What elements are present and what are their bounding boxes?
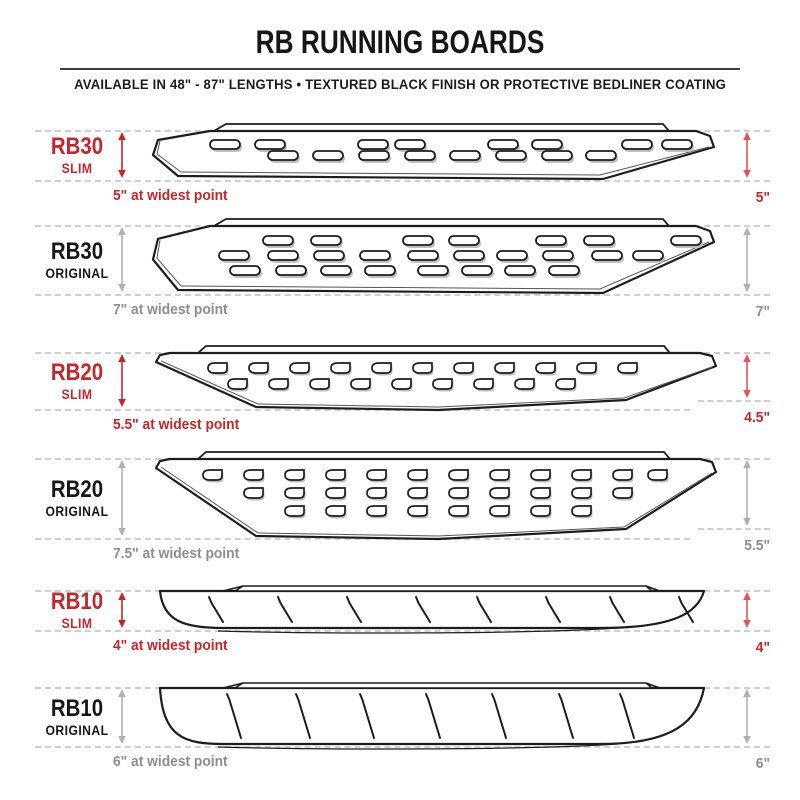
board-variant: ORIGINAL	[45, 504, 109, 519]
board-drawing-rb20-slim	[148, 342, 718, 419]
dimension-dashline-right	[698, 528, 770, 530]
measure-right-text: 6"	[755, 755, 770, 772]
measure-left-text: 4" at widest point	[113, 637, 228, 654]
board-variant: SLIM	[61, 616, 93, 631]
dimension-dashline-bottom	[35, 409, 690, 411]
height-arrow-left	[116, 227, 128, 297]
board-model: RB20	[50, 358, 104, 386]
board-drawing-rb20-original	[148, 448, 718, 548]
measure-left-text: 7.5" at widest point	[113, 545, 240, 562]
board-label: RB10 ORIGINAL	[22, 694, 132, 738]
page-title: RB RUNNING BOARDS	[255, 24, 545, 60]
height-arrow-right	[741, 354, 753, 403]
measure-left-text: 5" at widest point	[113, 187, 228, 204]
board-outline	[158, 585, 706, 634]
height-arrow-right	[741, 132, 753, 183]
board-drawing-rb30-slim	[148, 120, 718, 190]
board-drawing-rb10-original	[148, 677, 718, 756]
height-arrow-left	[116, 689, 128, 749]
measure-right-text: 4"	[755, 639, 770, 656]
dimension-dashline-bottom	[35, 746, 770, 748]
board-label: RB20 SLIM	[22, 358, 132, 402]
board-drawing-rb10-slim	[148, 580, 718, 640]
height-arrow-right	[741, 460, 753, 531]
measure-right-text: 4.5"	[744, 409, 770, 426]
height-arrow-right	[741, 592, 753, 633]
board-model: RB30	[50, 133, 104, 160]
dimension-dashline-bottom	[35, 538, 690, 540]
board-model: RB10	[50, 588, 104, 615]
title-divider	[60, 68, 740, 70]
height-arrow-left	[116, 354, 128, 412]
height-arrow-right	[741, 689, 753, 749]
board-variant: SLIM	[61, 386, 93, 402]
page-subtitle: AVAILABLE IN 48" - 87" LENGTHS • TEXTURE…	[74, 77, 726, 92]
board-label: RB30 SLIM	[22, 135, 132, 176]
board-model: RB20	[50, 476, 104, 503]
measure-left-text: 5.5" at widest point	[113, 416, 240, 433]
board-variant: SLIM	[61, 161, 93, 176]
dimension-dashline-bottom	[35, 630, 770, 632]
board-model: RB30	[50, 237, 104, 265]
height-arrow-right	[741, 227, 753, 297]
height-arrow-left	[116, 132, 128, 183]
measure-right-text: 7"	[755, 303, 770, 320]
board-label: RB30 ORIGINAL	[22, 237, 132, 281]
measure-left-text: 6" at widest point	[113, 753, 228, 770]
height-arrow-left	[116, 592, 128, 633]
board-outline	[151, 218, 716, 295]
board-outline	[154, 345, 718, 412]
board-outline	[158, 682, 706, 750]
board-drawing-rb30-original	[148, 215, 718, 304]
height-arrow-left	[116, 460, 128, 541]
dimension-dashline-right	[698, 400, 770, 402]
board-variant: ORIGINAL	[45, 722, 109, 738]
board-variant: ORIGINAL	[45, 265, 109, 281]
measure-right-text: 5"	[755, 189, 770, 206]
measure-right-text: 5.5"	[744, 537, 770, 554]
dimension-dashline-bottom	[35, 180, 770, 182]
board-model: RB10	[50, 694, 104, 722]
measure-left-text: 7" at widest point	[113, 301, 228, 318]
board-label: RB20 ORIGINAL	[22, 478, 132, 519]
board-outline	[154, 451, 718, 541]
dimension-dashline-bottom	[35, 294, 770, 296]
board-outline	[151, 123, 716, 181]
board-label: RB10 SLIM	[22, 590, 132, 631]
